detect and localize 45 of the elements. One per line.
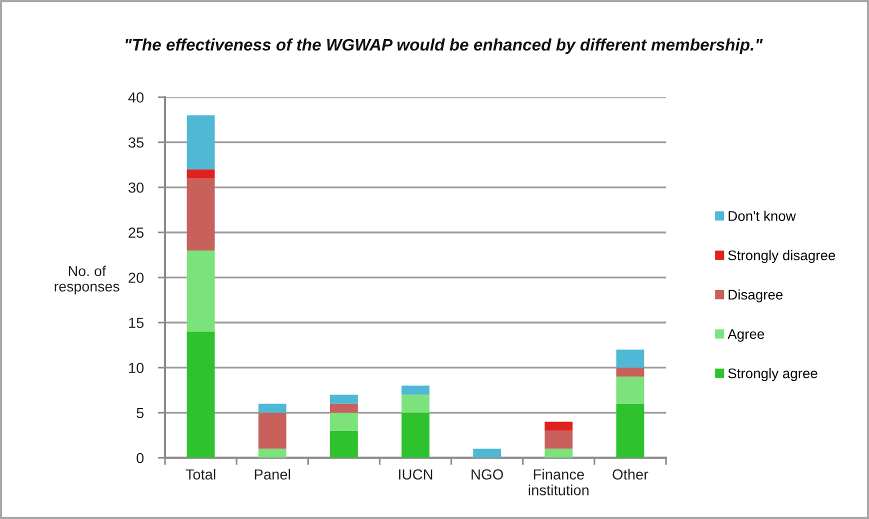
y-tick-label: 0	[136, 452, 144, 464]
bar	[616, 350, 644, 368]
x-tick-label: Total	[186, 468, 216, 480]
bar	[544, 448, 573, 458]
legend-label: Disagree	[728, 289, 783, 302]
bar	[258, 412, 286, 449]
y-axis-title: No. of responses	[54, 266, 120, 294]
y-tick-label: 15	[129, 318, 144, 328]
legend-label: Don't know	[728, 210, 796, 221]
chart-title: "The effectiveness of the WGWAP would be enhanced by different membership."	[126, 38, 763, 54]
bar	[330, 394, 358, 404]
x-tick-label: IUCN	[399, 469, 432, 480]
x-tick-label: Panel	[254, 468, 290, 480]
bar	[186, 115, 215, 170]
bar	[186, 169, 215, 178]
y-tick-label: 5	[136, 408, 144, 418]
y-tick-label: 40	[128, 92, 144, 103]
bar	[186, 332, 215, 458]
x-tick-label: Other	[612, 468, 648, 480]
x-tick-label: Finance institution	[528, 468, 589, 496]
y-tick-label: 10	[129, 362, 144, 374]
bar	[616, 376, 644, 404]
bar	[616, 404, 644, 458]
y-tick-label: 25	[128, 228, 144, 238]
bar	[616, 368, 644, 377]
bar	[330, 404, 358, 413]
bar	[258, 404, 286, 413]
bar	[402, 386, 430, 395]
bar	[544, 430, 573, 449]
bar	[186, 250, 215, 332]
bar	[402, 412, 430, 458]
bar	[186, 178, 215, 250]
y-tick-label: 20	[128, 272, 144, 283]
bar	[258, 448, 286, 458]
bar	[330, 412, 358, 431]
legend-label: Strongly disagree	[728, 250, 836, 264]
y-tick-label: 35	[128, 137, 144, 148]
bar	[402, 394, 430, 413]
legend-label: Strongly agree	[728, 368, 818, 382]
legend-label: Agree	[728, 329, 764, 342]
bar	[473, 448, 502, 458]
bar	[330, 430, 358, 458]
x-tick-label: NGO	[472, 469, 503, 480]
y-tick-label: 30	[128, 182, 144, 193]
bar	[544, 422, 573, 431]
